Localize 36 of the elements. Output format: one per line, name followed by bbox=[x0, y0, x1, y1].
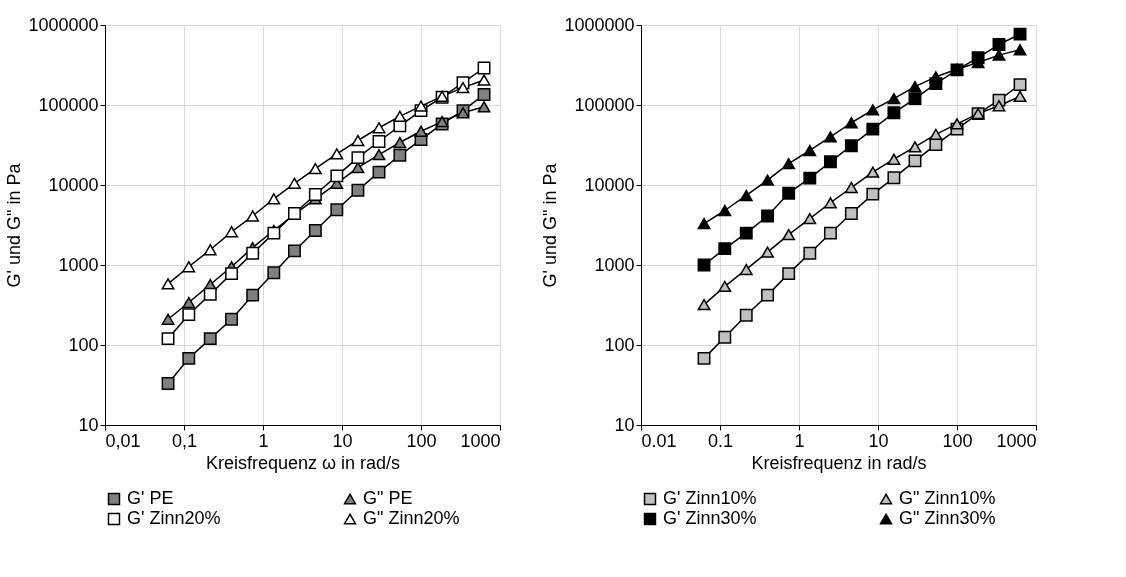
y-tick-label: 1000000 bbox=[28, 14, 99, 35]
x-axis-title: Kreisfrequenz in rad/s bbox=[751, 452, 927, 473]
y-tick-label: 100000 bbox=[38, 94, 99, 115]
y-tick-label: 1000 bbox=[58, 254, 99, 275]
x-tick-label: 1000 bbox=[460, 430, 501, 451]
y-tick-label: 10 bbox=[78, 414, 99, 435]
y-tick-label: 10000 bbox=[48, 174, 99, 195]
x-tick-label: 0,1 bbox=[171, 430, 198, 451]
x-tick-label: 0,01 bbox=[105, 430, 141, 451]
y-tick-label: 1000 bbox=[594, 254, 635, 275]
y-axis-title: G' und G" in Pa bbox=[4, 162, 25, 288]
legend-label: G" Zinn30% bbox=[899, 508, 996, 528]
legend-label: G" Zinn20% bbox=[363, 508, 460, 528]
y-axis-title: G' und G" in Pa bbox=[540, 162, 561, 288]
x-tick-label: 1 bbox=[794, 430, 805, 451]
legend-label: G" Zinn10% bbox=[899, 488, 996, 508]
legend-label: G' Zinn20% bbox=[127, 508, 221, 528]
y-tick-label: 10 bbox=[614, 414, 635, 435]
legend-label: G" PE bbox=[363, 488, 413, 508]
x-tick-label: 1 bbox=[258, 430, 269, 451]
y-tick-label: 100 bbox=[604, 334, 635, 355]
y-tick-label: 100000 bbox=[574, 94, 635, 115]
y-tick-label: 1000000 bbox=[564, 14, 635, 35]
x-tick-label: 0.1 bbox=[707, 430, 734, 451]
x-axis-title: Kreisfrequenz ω in rad/s bbox=[205, 452, 401, 473]
x-tick-label: 10 bbox=[332, 430, 353, 451]
y-tick-label: 100 bbox=[68, 334, 99, 355]
y-tick-label: 10000 bbox=[584, 174, 635, 195]
legend-label: G' Zinn10% bbox=[663, 488, 757, 508]
x-tick-label: 100 bbox=[942, 430, 973, 451]
x-tick-label: 0.01 bbox=[641, 430, 677, 451]
x-tick-label: 1000 bbox=[996, 430, 1037, 451]
x-tick-label: 10 bbox=[868, 430, 889, 451]
legend-label: G' PE bbox=[127, 488, 174, 508]
x-tick-label: 100 bbox=[406, 430, 437, 451]
legend-label: G' Zinn30% bbox=[663, 508, 757, 528]
